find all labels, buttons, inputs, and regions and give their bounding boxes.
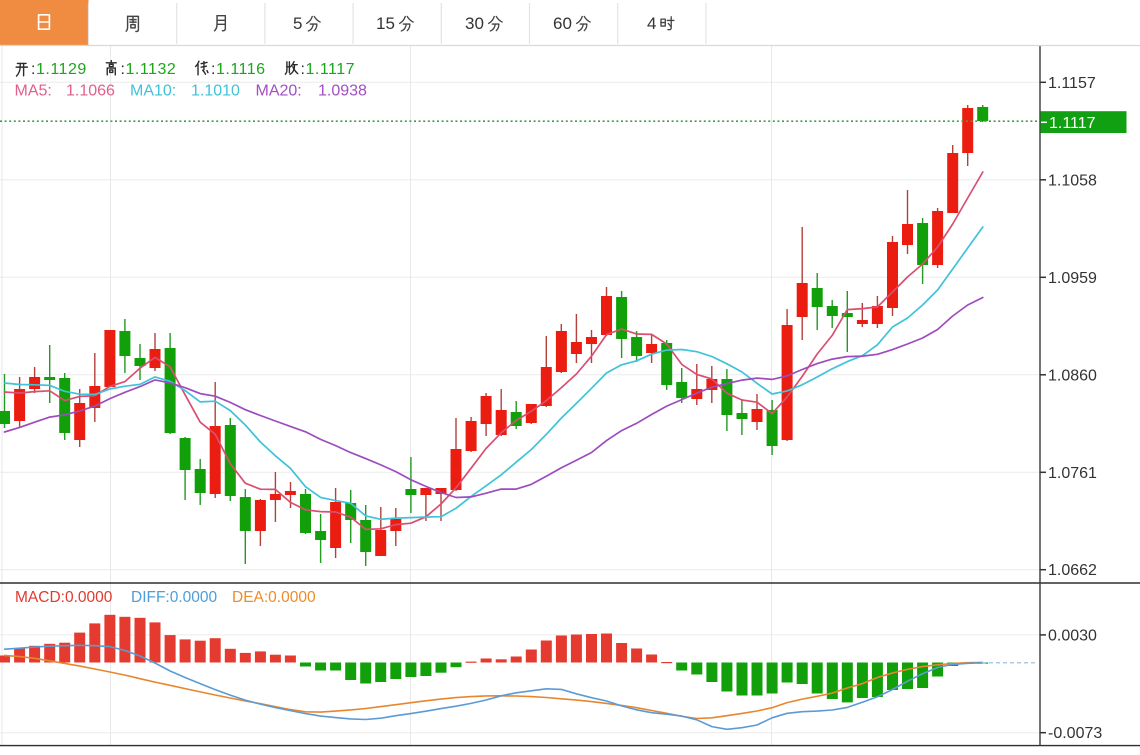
svg-text:-0.0073: -0.0073: [1048, 725, 1102, 742]
svg-text::: :: [121, 61, 125, 78]
svg-text:DIFF:0.0000: DIFF:0.0000: [131, 589, 218, 606]
svg-text:1.0662: 1.0662: [1048, 562, 1097, 579]
svg-text:5: 5: [293, 14, 302, 33]
svg-text:60: 60: [553, 14, 572, 33]
svg-text:MA20:: MA20:: [256, 83, 302, 100]
svg-text:1.1058: 1.1058: [1048, 172, 1097, 189]
svg-text:30: 30: [465, 14, 484, 33]
svg-text:1.1117: 1.1117: [306, 61, 356, 78]
svg-text:1.1010: 1.1010: [191, 83, 240, 100]
svg-text:1.0938: 1.0938: [318, 83, 367, 100]
svg-text:1.1066: 1.1066: [66, 83, 115, 100]
svg-text:1.1132: 1.1132: [126, 61, 177, 78]
svg-text::: :: [301, 61, 305, 78]
svg-text:1.0860: 1.0860: [1048, 367, 1097, 384]
svg-text:1.1157: 1.1157: [1048, 75, 1096, 92]
svg-text:1.0959: 1.0959: [1048, 270, 1097, 287]
svg-text::: :: [31, 61, 35, 78]
svg-text:MA10:: MA10:: [130, 83, 176, 100]
svg-text:MACD:0.0000: MACD:0.0000: [15, 589, 113, 606]
svg-text::: :: [211, 61, 215, 78]
svg-text:1.1116: 1.1116: [216, 61, 266, 78]
svg-text:1.0761: 1.0761: [1048, 465, 1097, 482]
svg-text:4: 4: [647, 14, 656, 33]
svg-text:0.0030: 0.0030: [1048, 627, 1097, 644]
svg-text:MA5:: MA5:: [15, 83, 52, 100]
svg-text:1.1129: 1.1129: [36, 61, 87, 78]
svg-text:15: 15: [376, 14, 395, 33]
svg-text:1.1117: 1.1117: [1049, 115, 1096, 132]
svg-text:DEA:0.0000: DEA:0.0000: [232, 589, 316, 606]
